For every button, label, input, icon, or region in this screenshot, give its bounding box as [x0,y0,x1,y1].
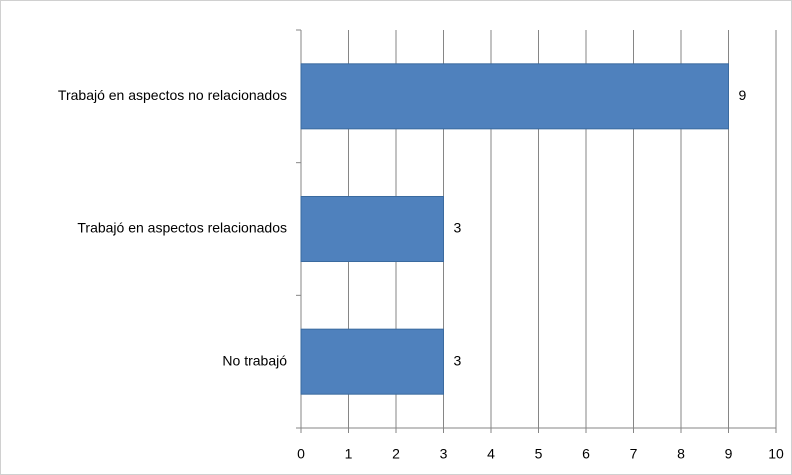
bar [300,328,444,395]
x-tick-label: 6 [582,446,590,462]
y-tick-label: No trabajó [222,352,287,368]
x-tick-label: 10 [768,446,784,462]
data-label: 3 [454,352,462,368]
y-tick-label: Trabajó en aspectos relacionados [77,220,287,236]
bar [300,195,444,263]
x-tick-label: 5 [535,446,543,462]
y-tick-label: Trabajó en aspectos no relacionados [58,87,287,103]
x-tick-label: 9 [725,446,733,462]
x-tick-label: 1 [345,446,353,462]
x-tick-label: 2 [392,446,400,462]
data-label: 9 [739,87,747,103]
x-tick-label: 0 [297,446,305,462]
x-tick-label: 7 [630,446,638,462]
bar [300,63,729,130]
x-tick-label: 8 [677,446,685,462]
data-label: 3 [454,220,462,236]
x-tick-label: 4 [487,446,495,462]
x-tick-label: 3 [440,446,448,462]
